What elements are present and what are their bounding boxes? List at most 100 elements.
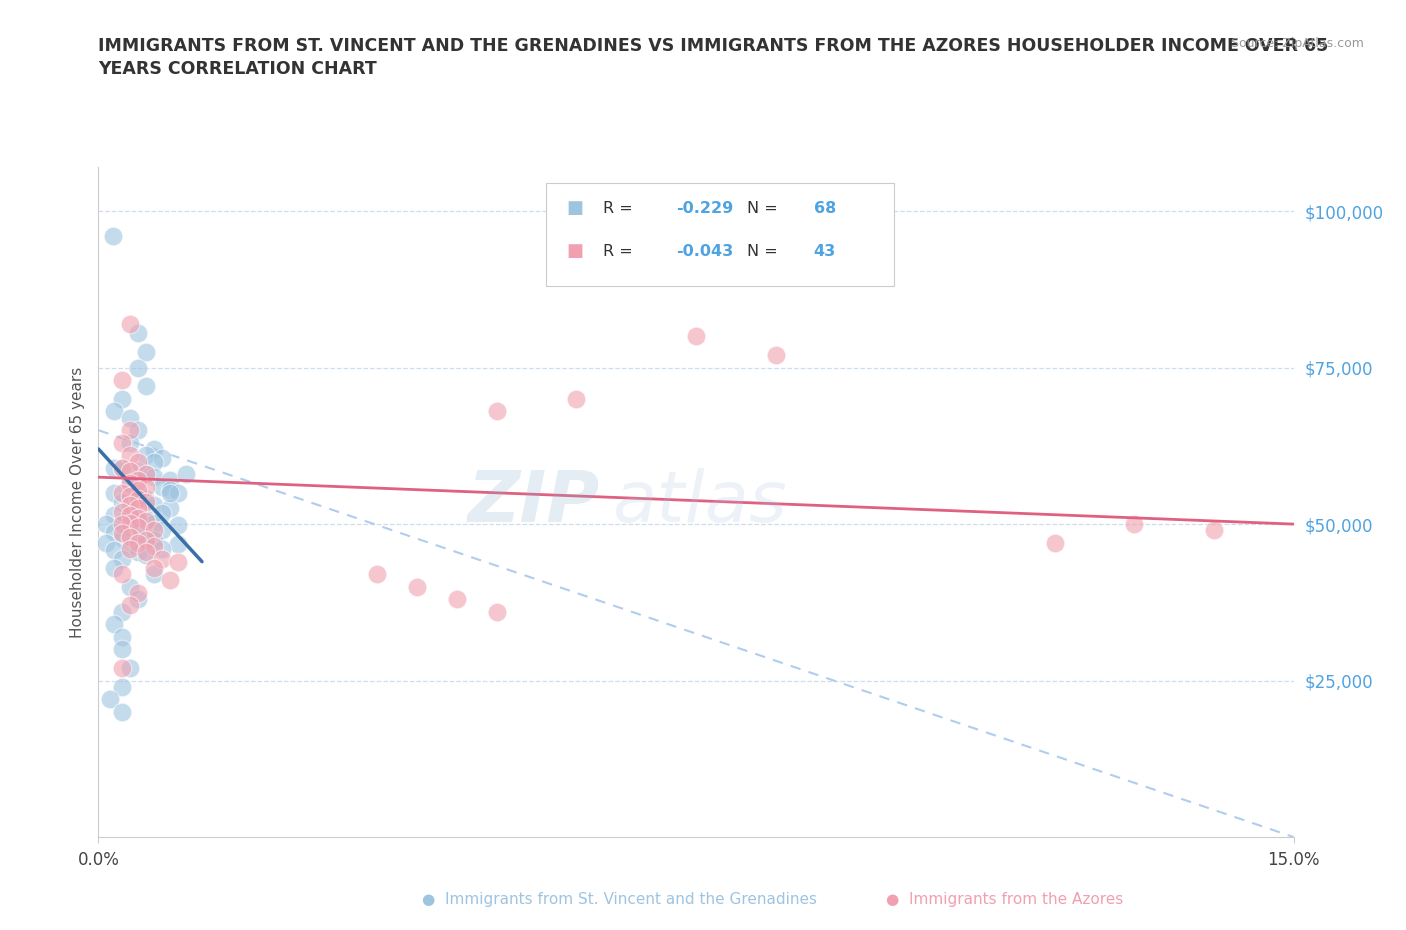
Text: 43: 43 [814, 244, 835, 259]
Text: N =: N = [747, 244, 783, 259]
Point [143, 532, 166, 547]
Point [135, 467, 157, 482]
Text: atlas: atlas [613, 468, 787, 537]
Point [150, 551, 173, 566]
Point [96, 517, 118, 532]
Point [120, 435, 142, 450]
Point [135, 345, 157, 360]
Point [1202, 523, 1225, 538]
Point [127, 488, 149, 503]
Point [127, 536, 149, 551]
Point [127, 454, 149, 469]
Point [135, 529, 157, 544]
Point [111, 485, 134, 500]
Point [135, 512, 157, 526]
Point [120, 507, 142, 522]
Text: ●  Immigrants from St. Vincent and the Grenadines: ● Immigrants from St. Vincent and the Gr… [422, 892, 817, 907]
Point [159, 501, 181, 516]
Point [120, 515, 142, 530]
Point [101, 229, 124, 244]
Point [150, 523, 173, 538]
Point [103, 485, 125, 500]
Point [111, 660, 134, 675]
Text: ■: ■ [567, 199, 583, 217]
Point [111, 392, 134, 406]
Point [143, 538, 166, 553]
Text: R =: R = [603, 244, 638, 259]
Point [1043, 536, 1066, 551]
Point [135, 545, 157, 560]
Point [135, 479, 157, 494]
Point [111, 504, 134, 519]
Point [111, 604, 134, 619]
Text: R =: R = [603, 201, 638, 216]
Point [127, 483, 149, 498]
Point [103, 561, 125, 576]
Point [120, 538, 142, 553]
Point [111, 460, 134, 475]
Point [485, 604, 508, 619]
Point [135, 495, 157, 510]
Point [565, 392, 588, 406]
Text: ■: ■ [567, 242, 583, 260]
Point [159, 573, 181, 588]
Y-axis label: Householder Income Over 65 years: Householder Income Over 65 years [69, 366, 84, 638]
Point [143, 454, 166, 469]
Point [111, 566, 134, 581]
Point [765, 348, 787, 363]
Point [485, 404, 508, 418]
Point [127, 492, 149, 507]
Point [120, 476, 142, 491]
Point [111, 460, 134, 475]
Point [135, 532, 157, 547]
Point [127, 472, 149, 487]
Point [150, 505, 173, 520]
Text: -0.043: -0.043 [676, 244, 734, 259]
Point [366, 566, 388, 581]
Point [96, 536, 118, 551]
Text: -0.229: -0.229 [676, 201, 734, 216]
Point [127, 586, 149, 601]
Point [120, 504, 142, 519]
Point [135, 448, 157, 463]
Point [150, 541, 173, 556]
Point [143, 566, 166, 581]
Point [135, 467, 157, 482]
Text: Source: ZipAtlas.com: Source: ZipAtlas.com [1230, 37, 1364, 50]
Point [111, 704, 134, 719]
Point [127, 501, 149, 516]
Point [120, 410, 142, 425]
Point [120, 541, 142, 556]
Point [111, 680, 134, 695]
Point [111, 526, 134, 541]
Point [127, 423, 149, 438]
Text: N =: N = [747, 201, 783, 216]
Point [685, 329, 707, 344]
Text: YEARS CORRELATION CHART: YEARS CORRELATION CHART [98, 60, 377, 78]
Point [103, 543, 125, 558]
Point [127, 545, 149, 560]
Point [127, 511, 149, 525]
Point [143, 523, 166, 538]
Point [159, 472, 181, 487]
Point [120, 476, 142, 491]
Point [127, 463, 149, 478]
Point [127, 520, 149, 535]
Point [103, 460, 125, 475]
Text: ●  Immigrants from the Azores: ● Immigrants from the Azores [886, 892, 1123, 907]
Point [120, 448, 142, 463]
Point [135, 513, 157, 528]
Point [135, 548, 157, 563]
Point [143, 470, 166, 485]
Point [120, 423, 142, 438]
Point [143, 442, 166, 457]
Text: IMMIGRANTS FROM ST. VINCENT AND THE GRENADINES VS IMMIGRANTS FROM THE AZORES HOU: IMMIGRANTS FROM ST. VINCENT AND THE GREN… [98, 37, 1329, 55]
Point [120, 529, 142, 544]
Point [103, 525, 125, 539]
Point [120, 498, 142, 512]
Point [103, 617, 125, 631]
Point [111, 530, 134, 545]
Point [111, 435, 134, 450]
Point [150, 451, 173, 466]
Text: ZIP: ZIP [468, 468, 600, 537]
